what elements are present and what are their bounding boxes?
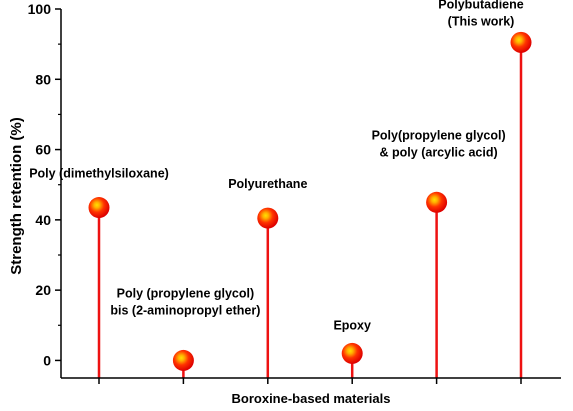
y-tick-label: 20 (35, 282, 51, 298)
data-point (510, 31, 532, 53)
data-point (88, 197, 110, 219)
data-point (426, 191, 448, 213)
data-label: (This work) (448, 14, 515, 28)
y-axis-title: Strength retention (%) (8, 117, 25, 275)
data-point (172, 349, 194, 371)
y-tick-label: 80 (35, 71, 51, 87)
data-label: Epoxy (333, 318, 371, 332)
x-axis-title: Boroxine-based materials (232, 391, 391, 406)
data-point (341, 342, 363, 364)
data-label: bis (2-aminopropyl ether) (110, 303, 260, 317)
data-label: Polybutadiene (438, 0, 523, 11)
data-point (257, 207, 279, 229)
data-label: Poly (propylene glycol) (117, 286, 255, 300)
y-tick-label: 60 (35, 142, 51, 158)
y-tick-label: 0 (43, 352, 51, 368)
data-label: & poly (arcylic acid) (380, 145, 498, 159)
y-tick-label: 40 (35, 212, 51, 228)
y-tick-label: 100 (28, 1, 52, 17)
data-label: Poly (dimethylsiloxane) (29, 167, 169, 181)
data-label: Poly(propylene glycol) (372, 128, 506, 142)
data-label: Polyurethane (228, 177, 307, 191)
